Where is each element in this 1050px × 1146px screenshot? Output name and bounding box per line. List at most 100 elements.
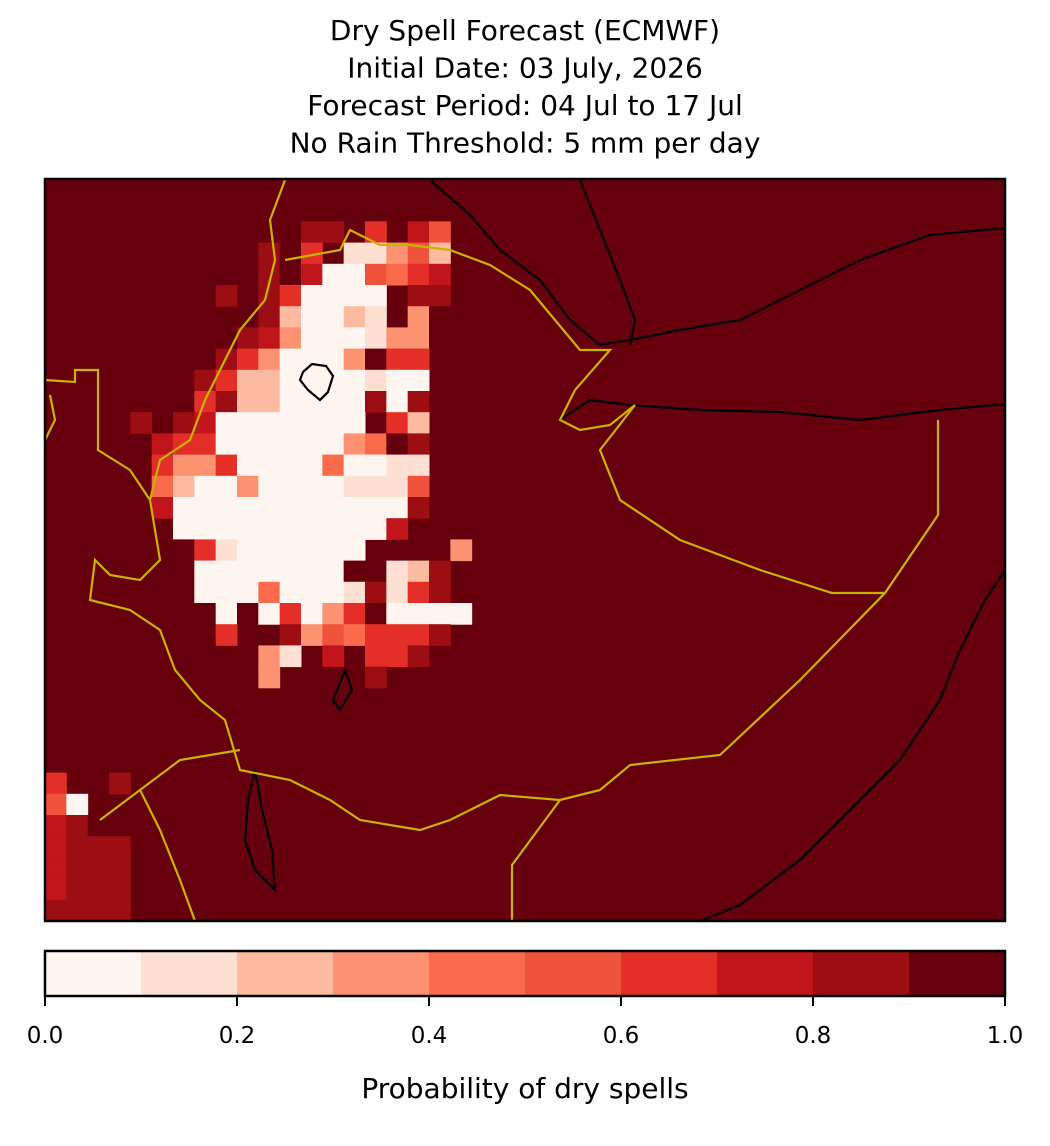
cell [279, 242, 302, 265]
cell [301, 603, 323, 625]
cell [407, 603, 430, 625]
cell [322, 263, 345, 286]
cell [301, 475, 323, 498]
cell [237, 539, 259, 562]
cell [407, 327, 430, 350]
lake [243, 769, 277, 893]
cell [450, 539, 473, 562]
cell [301, 624, 323, 646]
cell [87, 815, 110, 837]
country-border [99, 748, 561, 921]
cell [343, 581, 366, 604]
colorbar-tick-label: 0.8 [795, 1023, 832, 1049]
cell [237, 581, 259, 604]
cell [194, 518, 217, 540]
cell [429, 581, 451, 604]
cell [343, 412, 366, 434]
cell [279, 603, 302, 625]
cell [365, 645, 387, 668]
colorbar-tick-label: 1.0 [987, 1023, 1024, 1049]
cell [429, 263, 451, 286]
cell [343, 348, 366, 371]
cell [279, 518, 302, 540]
cell [365, 454, 387, 477]
colorbar-segment [717, 951, 813, 996]
cell [258, 242, 281, 265]
cell [365, 348, 387, 371]
cell [194, 497, 217, 519]
cell [301, 285, 323, 307]
cell [45, 793, 67, 816]
cell [258, 645, 281, 668]
coastline [699, 569, 1005, 921]
cell [258, 475, 281, 498]
cell [237, 369, 259, 392]
cell [407, 348, 430, 371]
cell [301, 539, 323, 562]
cell [343, 242, 366, 265]
cell [194, 369, 217, 392]
cell [215, 518, 238, 540]
country-border [88, 179, 940, 832]
cell [215, 454, 238, 477]
colorbar-frame [43, 949, 1007, 998]
cell [429, 242, 451, 265]
country-border [45, 394, 57, 441]
cell [194, 454, 217, 477]
cell [279, 560, 302, 583]
cell [237, 348, 259, 371]
cell [407, 624, 430, 646]
cell [279, 624, 302, 646]
cell [386, 581, 409, 604]
cell [343, 391, 366, 413]
cell [386, 560, 409, 583]
cell [258, 518, 281, 540]
cell [407, 221, 430, 244]
cell [45, 899, 67, 921]
cell [258, 369, 281, 392]
cell [407, 475, 430, 498]
cell [322, 603, 345, 625]
cell [258, 327, 281, 350]
cell [258, 348, 281, 371]
cell [407, 412, 430, 434]
cell [365, 581, 387, 604]
heatmap [45, 179, 1005, 921]
cell [322, 581, 345, 604]
cell [386, 518, 409, 540]
cell [343, 369, 366, 392]
cell [301, 433, 323, 456]
cell [173, 539, 195, 562]
cell [322, 454, 345, 477]
cell [301, 369, 323, 392]
cell [429, 306, 451, 328]
cell [45, 836, 67, 858]
cell [151, 433, 174, 456]
cell [215, 581, 238, 604]
cell [343, 603, 366, 625]
cell [45, 878, 67, 901]
cell [343, 306, 366, 328]
cell [237, 306, 259, 328]
cell [429, 624, 451, 646]
cell [173, 475, 195, 498]
cell [365, 433, 387, 456]
colorbar-segment [429, 951, 525, 996]
borders [45, 179, 1005, 921]
cell [173, 412, 195, 434]
cell [365, 666, 387, 689]
cell [301, 306, 323, 328]
cell [215, 285, 238, 307]
cell [215, 560, 238, 583]
cell [322, 412, 345, 434]
cell [386, 369, 409, 392]
cell [237, 603, 259, 625]
cell [237, 327, 259, 350]
cell [237, 391, 259, 413]
cell [386, 348, 409, 371]
cell [386, 475, 409, 498]
cell [194, 412, 217, 434]
cell [343, 454, 366, 477]
cell [279, 348, 302, 371]
cell [322, 475, 345, 498]
